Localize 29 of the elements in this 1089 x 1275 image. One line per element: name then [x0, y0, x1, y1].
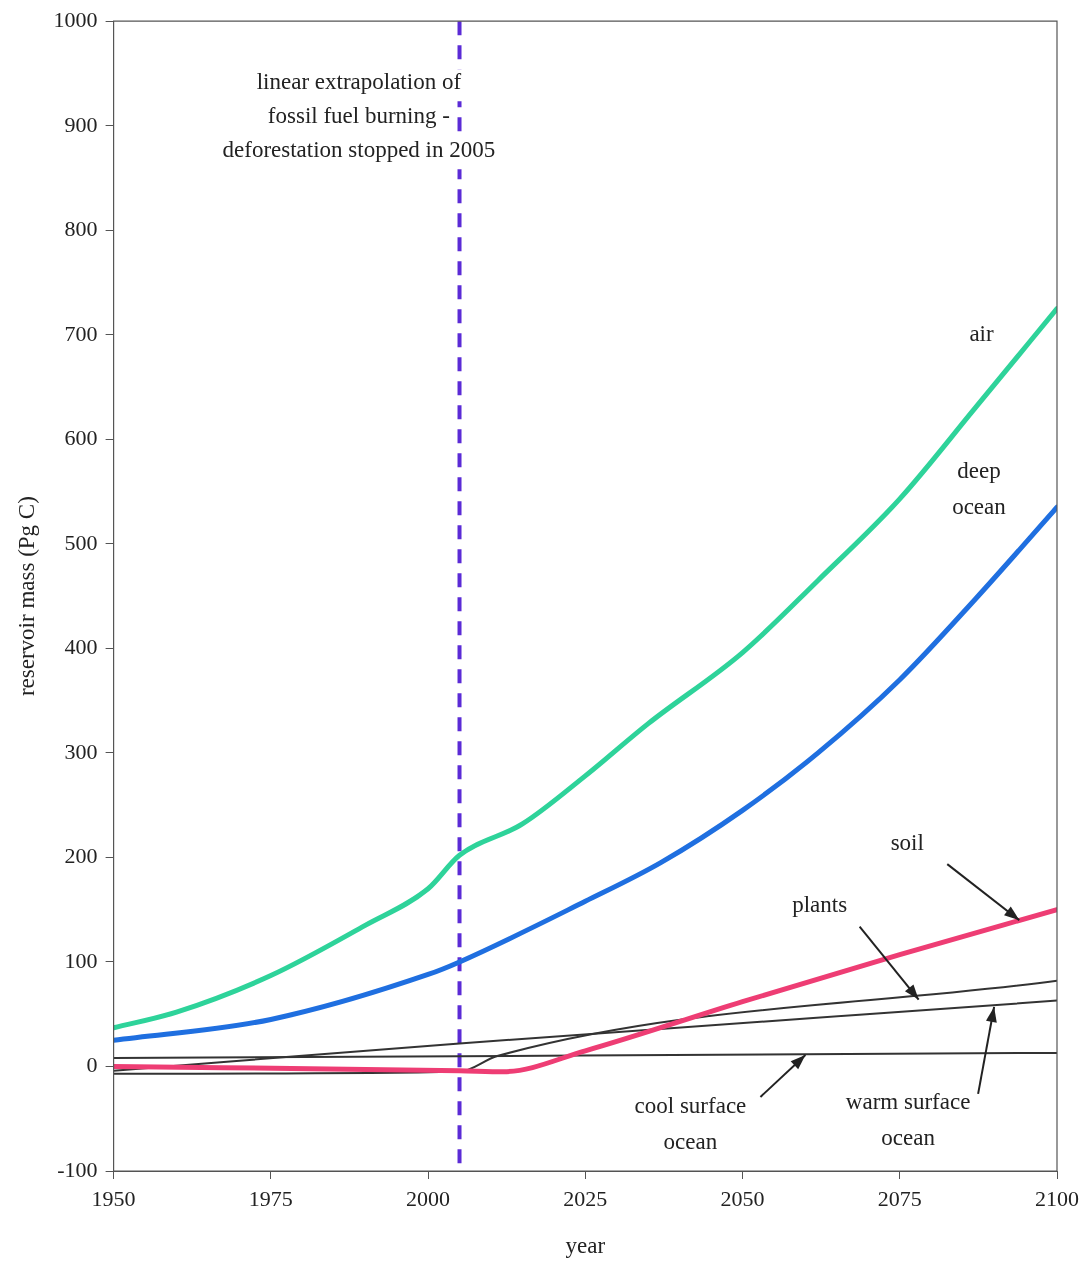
y-tick-label: 400 [64, 634, 98, 660]
x-tick-label: 2025 [563, 1185, 608, 1211]
annotation: air [969, 321, 994, 347]
annotation: soil [890, 829, 924, 855]
y-tick-label: 1000 [53, 6, 98, 32]
annotation: cool surface ocean [634, 1092, 747, 1154]
y-tick-label: 100 [64, 947, 98, 973]
x-tick-label: 2100 [1035, 1185, 1079, 1211]
annotation: plants [792, 892, 848, 918]
y-tick-label: 800 [64, 216, 98, 242]
x-tick-label: 2075 [877, 1185, 922, 1211]
y-tick-label: 500 [64, 529, 98, 555]
y-tick-label: 300 [64, 738, 98, 764]
x-axis-title: year [565, 1233, 606, 1259]
annotation: deep ocean [952, 457, 1007, 519]
y-tick-label: 0 [86, 1052, 98, 1078]
y-axis-title: reservoir mass (Pg C) [13, 496, 39, 697]
y-tick-label: -100 [57, 1156, 98, 1182]
x-tick-label: 2000 [406, 1185, 451, 1211]
annotation: warm surface ocean [845, 1089, 971, 1151]
y-tick-label: 600 [64, 425, 98, 451]
y-tick-label: 900 [64, 111, 98, 137]
x-tick-label: 2050 [720, 1185, 765, 1211]
annotation: linear extrapolation of fossil fuel burning - deforestation stopped in 2005 [222, 68, 496, 162]
line-series [113, 979, 1057, 1075]
x-tick-label: 1950 [91, 1185, 136, 1211]
y-tick-label: 700 [64, 320, 98, 346]
x-tick-label: 1975 [248, 1185, 293, 1211]
y-tick-label: 200 [64, 843, 98, 869]
